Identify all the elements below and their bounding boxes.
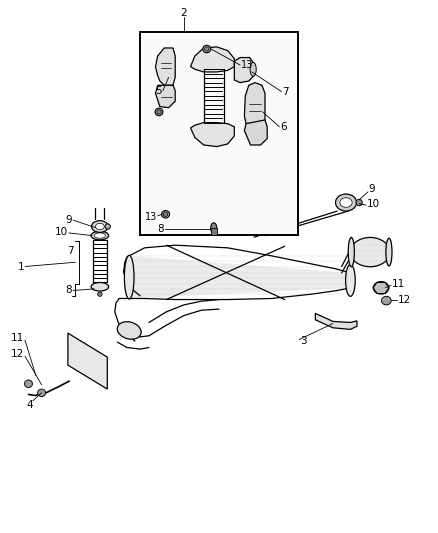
Ellipse shape (92, 221, 108, 232)
Ellipse shape (163, 212, 168, 216)
Ellipse shape (155, 108, 163, 116)
Text: 12: 12 (398, 295, 411, 305)
Bar (140, 32, 298, 235)
Ellipse shape (356, 199, 362, 206)
Polygon shape (315, 313, 357, 329)
Ellipse shape (205, 47, 209, 51)
Ellipse shape (162, 211, 170, 218)
Text: 10: 10 (55, 227, 68, 237)
Ellipse shape (211, 223, 217, 233)
Text: 8: 8 (158, 224, 164, 233)
Text: 3: 3 (300, 336, 307, 346)
Ellipse shape (117, 322, 141, 339)
Ellipse shape (105, 224, 110, 229)
Text: 11: 11 (392, 279, 405, 288)
Polygon shape (244, 83, 265, 129)
Ellipse shape (350, 237, 390, 266)
Ellipse shape (124, 255, 134, 299)
Polygon shape (234, 58, 254, 83)
Ellipse shape (95, 223, 104, 230)
Ellipse shape (94, 233, 106, 238)
Text: 5: 5 (155, 86, 162, 95)
Ellipse shape (157, 110, 161, 114)
Ellipse shape (25, 380, 32, 387)
Ellipse shape (203, 45, 211, 53)
Text: 13: 13 (145, 212, 157, 222)
Text: 6: 6 (280, 122, 287, 132)
Ellipse shape (386, 238, 392, 266)
Text: 11: 11 (11, 334, 24, 343)
Bar (211, 228, 217, 235)
Ellipse shape (348, 237, 354, 266)
Polygon shape (155, 48, 175, 85)
Text: 2: 2 (180, 9, 187, 18)
Text: 9: 9 (66, 215, 72, 224)
Text: 7: 7 (283, 87, 289, 96)
Polygon shape (191, 123, 234, 147)
Polygon shape (68, 333, 107, 389)
Text: 7: 7 (67, 246, 74, 255)
Ellipse shape (381, 296, 391, 305)
Ellipse shape (346, 264, 355, 296)
Ellipse shape (250, 62, 256, 76)
Text: 12: 12 (11, 350, 24, 359)
Polygon shape (129, 256, 350, 298)
Text: 4: 4 (26, 400, 33, 410)
Text: 13: 13 (241, 60, 253, 70)
Text: 10: 10 (367, 199, 380, 208)
Ellipse shape (98, 292, 102, 296)
Ellipse shape (38, 389, 46, 397)
Ellipse shape (336, 194, 357, 211)
Polygon shape (244, 120, 267, 145)
Ellipse shape (340, 198, 352, 207)
Ellipse shape (373, 281, 389, 294)
Polygon shape (155, 85, 175, 108)
Text: 8: 8 (66, 286, 72, 295)
Polygon shape (191, 47, 234, 72)
Ellipse shape (91, 282, 109, 291)
Text: 1: 1 (18, 262, 24, 271)
Ellipse shape (91, 231, 109, 240)
Text: 9: 9 (369, 184, 375, 194)
